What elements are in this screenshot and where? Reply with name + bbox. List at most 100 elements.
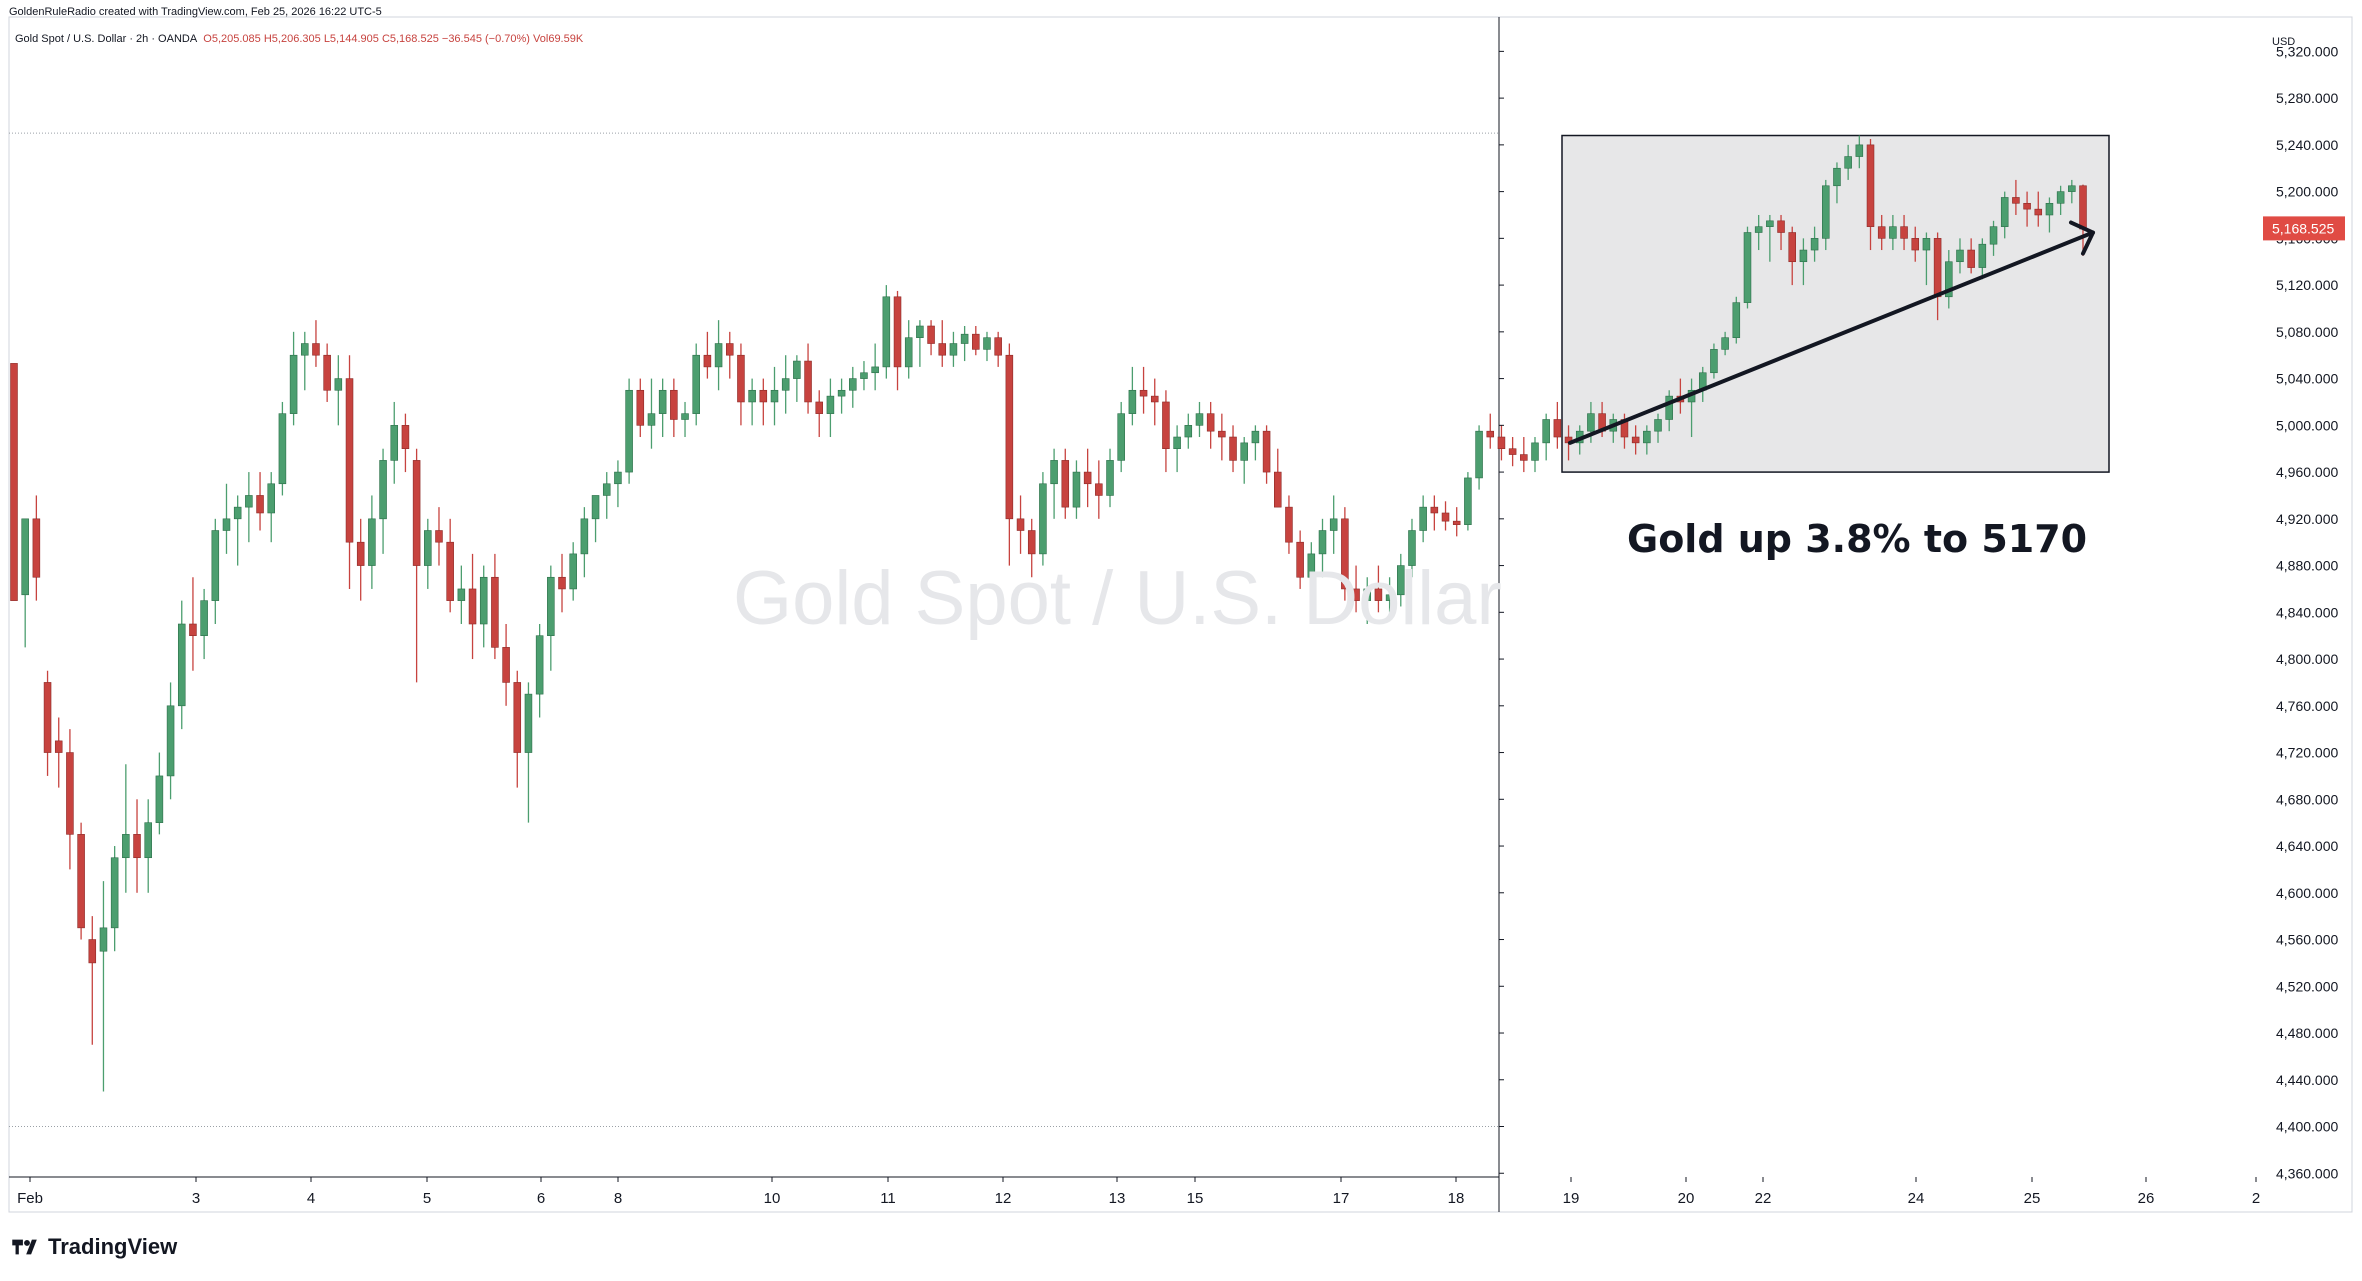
candle-body [1274, 471, 1282, 508]
candle-body [535, 635, 544, 695]
candle-body [1083, 471, 1092, 485]
candle-body [200, 600, 208, 636]
price-tick-label: 4,760.000 [2276, 698, 2338, 714]
candle-body [692, 354, 700, 414]
candle-body [1117, 413, 1125, 461]
highlight-box [1561, 134, 2110, 473]
candle-body [1754, 226, 1763, 233]
tradingview-brand[interactable]: TradingView [12, 1234, 177, 1260]
candle-body [1195, 413, 1204, 426]
symbol-legend: Gold Spot / U.S. Dollar · 2h · OANDA O5,… [15, 33, 583, 45]
candle-body [1162, 401, 1170, 450]
candle-body [77, 834, 85, 929]
chart-credit: GoldenRuleRadio created with TradingView… [9, 6, 382, 18]
price-tick-label: 4,960.000 [2276, 464, 2338, 480]
candle-body [882, 296, 891, 368]
price-tick-label: 4,360.000 [2276, 1165, 2338, 1181]
candle-body [222, 518, 231, 531]
candle-body [1464, 477, 1472, 525]
price-tick-label: 5,200.000 [2276, 184, 2338, 200]
currency-label: USD [2272, 36, 2296, 48]
candle-body [591, 495, 600, 520]
candle-body [1956, 249, 1964, 263]
candle-body [815, 401, 823, 414]
candle-body [1788, 232, 1796, 263]
candle-body [1061, 460, 1070, 508]
candle-body [412, 460, 421, 566]
price-tick-label: 5,280.000 [2276, 90, 2338, 106]
candle-body [166, 705, 175, 777]
time-tick-label: Feb [17, 1190, 43, 1207]
legend-change: −36.545 (−0.70%) [441, 33, 530, 45]
price-tick-label: 4,640.000 [2276, 838, 2338, 854]
candle-body [1743, 232, 1752, 303]
candle-body [468, 588, 477, 625]
candle-body [636, 389, 645, 426]
candle-body [1553, 419, 1562, 438]
time-tick-label: 25 [2024, 1190, 2041, 1207]
candle-body [1989, 226, 1998, 245]
time-tick-label: 4 [307, 1190, 315, 1207]
candle-body [1251, 430, 1260, 444]
candle-body [1240, 442, 1248, 461]
legend-open: O5,205.085 [203, 33, 261, 45]
candle-body [424, 530, 432, 566]
candle-body [647, 413, 656, 426]
candle-body [155, 775, 164, 823]
candle-body [66, 752, 74, 835]
candle-body [1452, 520, 1461, 525]
candle-body [904, 337, 913, 368]
candle-body [1877, 226, 1886, 239]
price-tick-label: 4,520.000 [2276, 978, 2338, 994]
time-tick-label: 15 [1187, 1190, 1204, 1207]
candle-body [1822, 185, 1830, 239]
time-tick-label: 26 [2138, 1190, 2155, 1207]
candle-body [88, 939, 97, 964]
candle-body [1497, 436, 1506, 450]
candle-body [289, 354, 298, 414]
candle-body [960, 333, 969, 344]
candle-body [949, 343, 958, 356]
candle-body [625, 389, 633, 473]
price-tick-label: 5,320.000 [2276, 43, 2338, 59]
candle-body [916, 325, 924, 338]
candle-body [1430, 506, 1439, 514]
candle-body [1844, 156, 1852, 169]
candle-body [547, 576, 555, 636]
chart-annotation: Gold up 3.8% to 5170 [1627, 517, 2088, 561]
candle-body [1296, 541, 1304, 578]
candle-body [770, 389, 779, 403]
candle-body [1654, 419, 1662, 432]
candle-body [938, 343, 947, 356]
candle-body [1352, 588, 1360, 601]
time-tick-label: 19 [1563, 1190, 1580, 1207]
candle-body [2012, 197, 2020, 204]
candle-body [54, 740, 63, 753]
candle-body [144, 822, 152, 859]
candle-body [368, 518, 376, 566]
candle-body [457, 588, 466, 601]
candle-body [133, 834, 141, 859]
candle-body [1911, 238, 1920, 251]
candle-body [21, 518, 29, 596]
candle-body [99, 927, 108, 952]
candle-body [401, 425, 410, 450]
candle-body [1587, 413, 1595, 432]
tradingview-logo-icon [12, 1239, 37, 1255]
candle-body [1385, 594, 1394, 601]
price-tick-label: 4,600.000 [2276, 885, 2338, 901]
candle-body [860, 372, 868, 379]
price-tick-label: 4,840.000 [2276, 604, 2338, 620]
time-tick-label: 24 [1908, 1190, 1925, 1207]
candle-body [312, 343, 320, 356]
last-price-badge [2263, 216, 2345, 241]
candle-body [580, 518, 589, 555]
candle-body [714, 343, 723, 368]
time-tick-label: 5 [423, 1190, 431, 1207]
candle-body [1542, 419, 1550, 444]
candle-body [1833, 167, 1841, 187]
candle-body [1397, 565, 1405, 596]
candle-body [2000, 197, 2009, 227]
candle-body [1229, 436, 1237, 461]
